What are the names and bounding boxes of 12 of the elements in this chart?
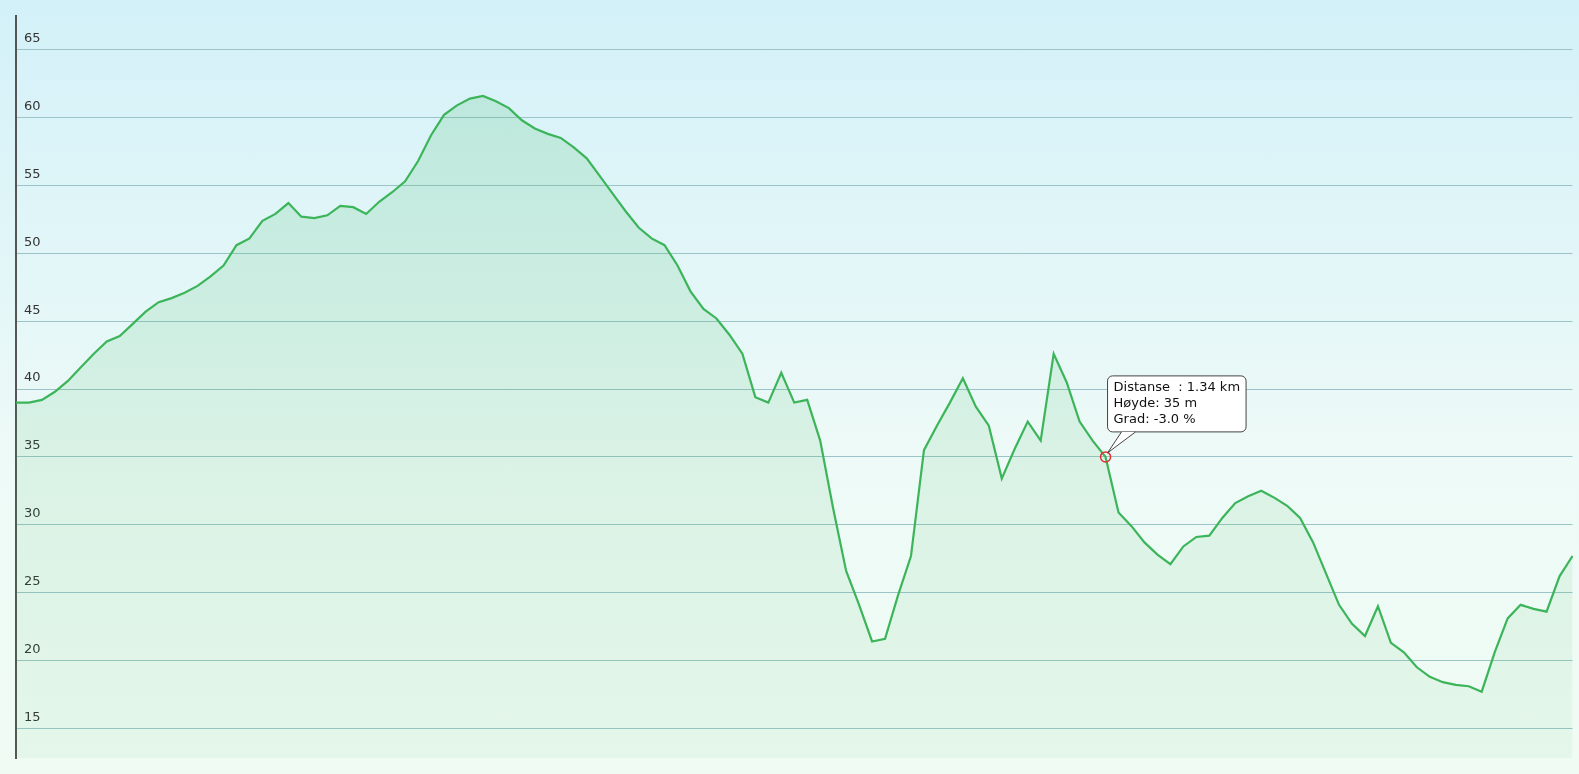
y-tick-label: 25 (24, 572, 41, 588)
y-tick-label: 55 (24, 165, 41, 181)
annotation: Distanse : 1.34 km Høyde: 35 m Grad: -3.0 % (1113, 378, 1241, 426)
y-tick-label: 20 (24, 640, 41, 656)
y-tick-label: 15 (24, 708, 41, 724)
y-tick-label: 40 (24, 369, 41, 385)
y-tick-label: 50 (24, 233, 41, 249)
y-tick-label: 35 (24, 437, 41, 453)
y-tick-label: 65 (24, 30, 41, 46)
y-tick-label: 60 (24, 97, 41, 113)
y-tick-label: 30 (24, 505, 41, 521)
y-tick-label: 45 (24, 301, 41, 317)
